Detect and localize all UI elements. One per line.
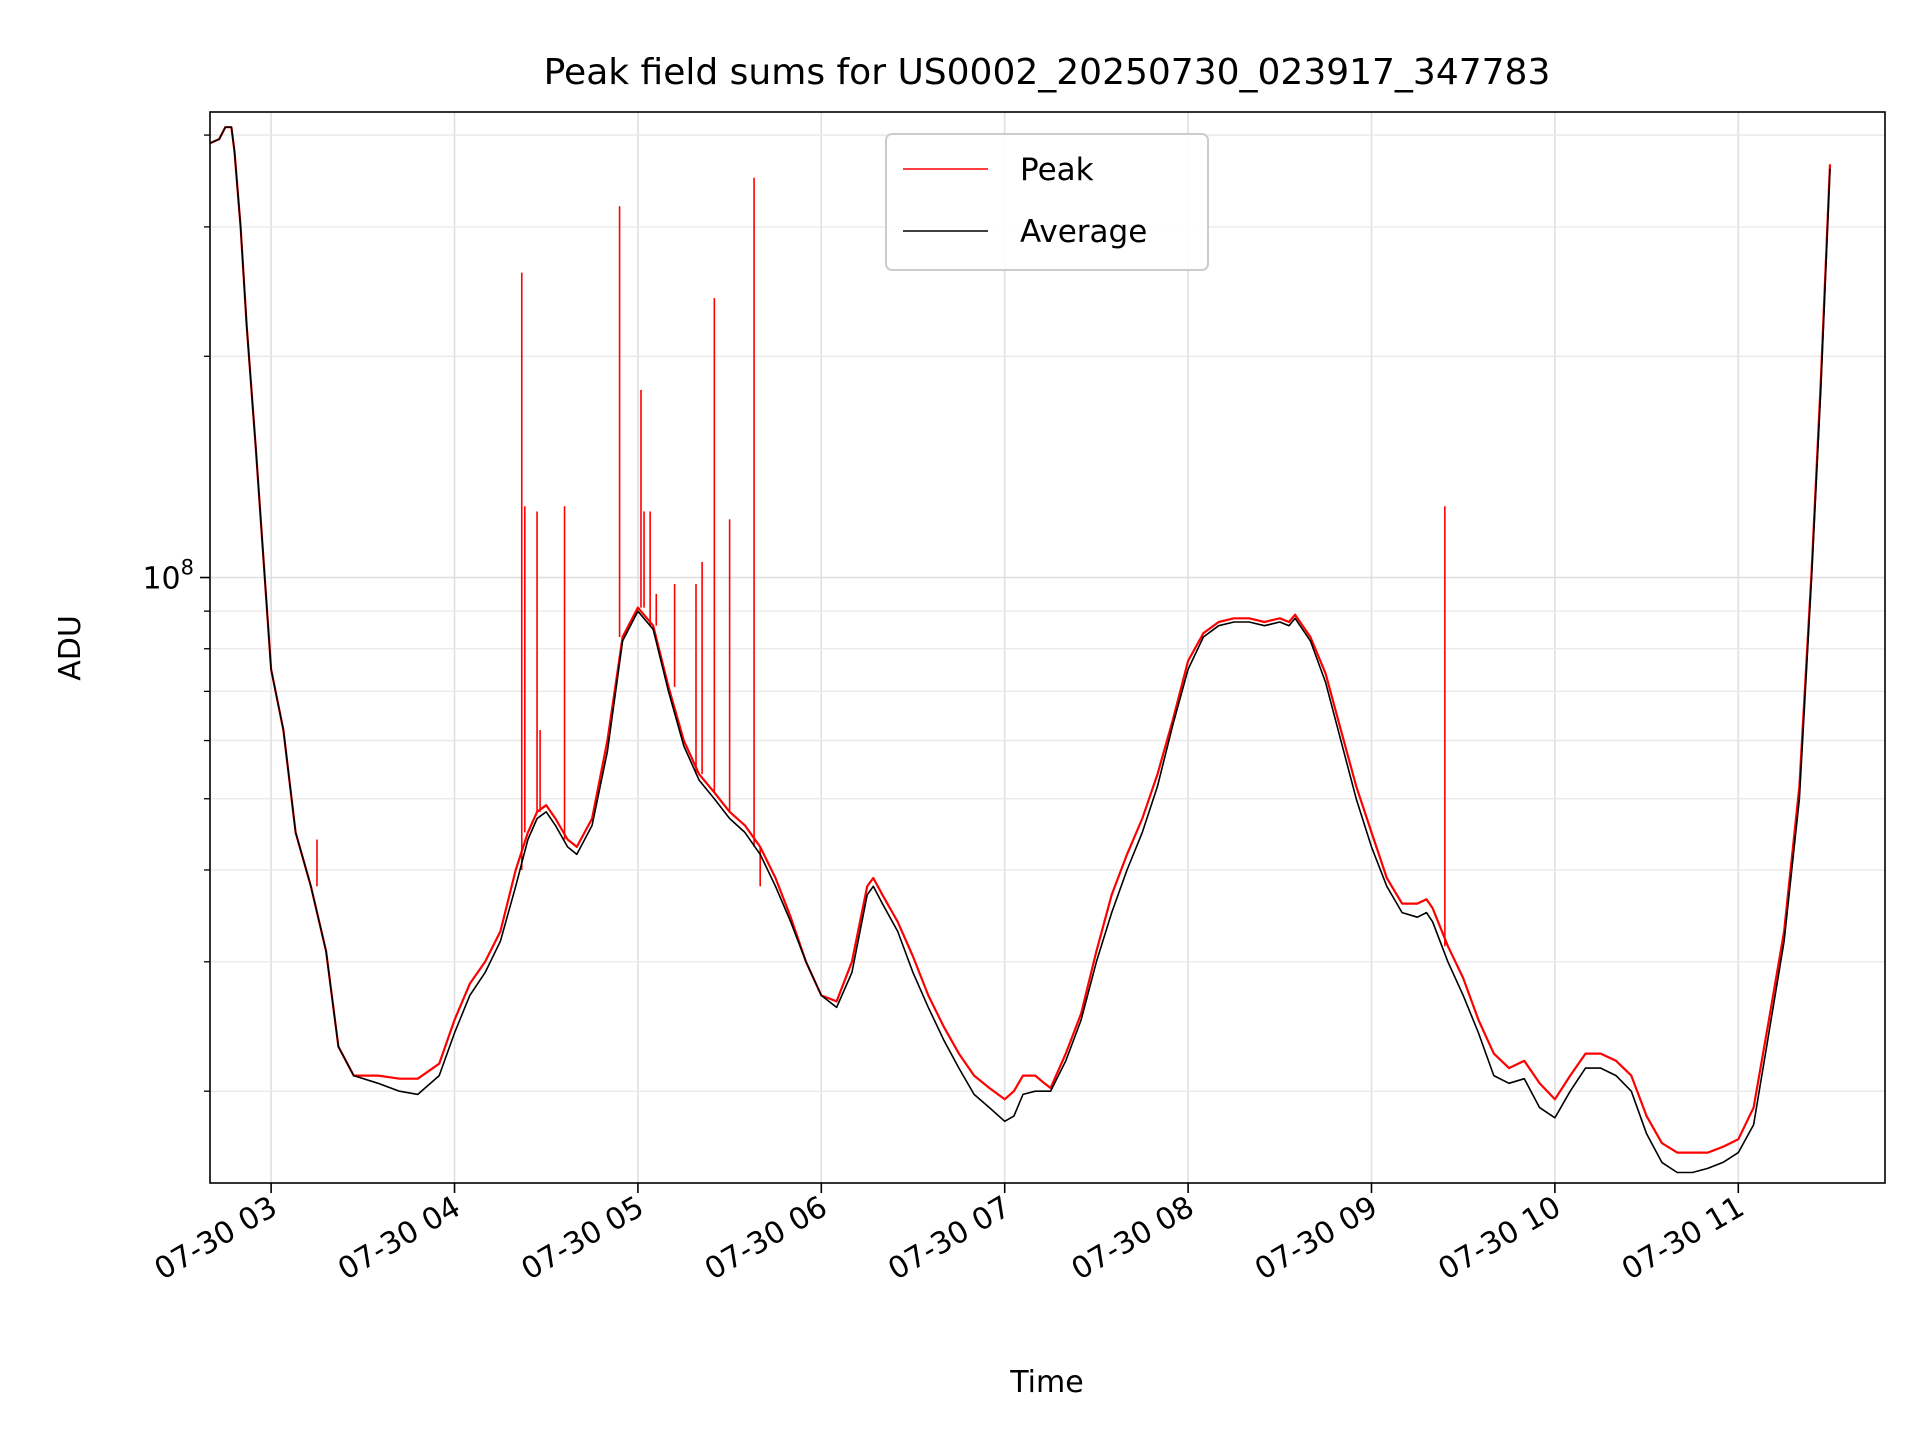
legend-label-peak: Peak xyxy=(1020,152,1094,188)
y-tick-label: 108 xyxy=(142,556,194,597)
y-axis-label: ADU xyxy=(53,615,88,681)
y-axis: 108 xyxy=(142,134,210,1092)
series-line-peak xyxy=(210,126,1832,1154)
chart-title: Peak field sums for US0002_20250730_0239… xyxy=(544,52,1551,93)
legend: Peak Average xyxy=(885,133,1209,271)
plot-frame xyxy=(209,111,1886,1184)
x-axis-label: Time xyxy=(1009,1365,1083,1400)
legend-label-average: Average xyxy=(1020,214,1147,250)
series-line-average xyxy=(210,126,1831,1174)
legend-box xyxy=(885,133,1209,271)
plot-area xyxy=(210,126,1832,1174)
